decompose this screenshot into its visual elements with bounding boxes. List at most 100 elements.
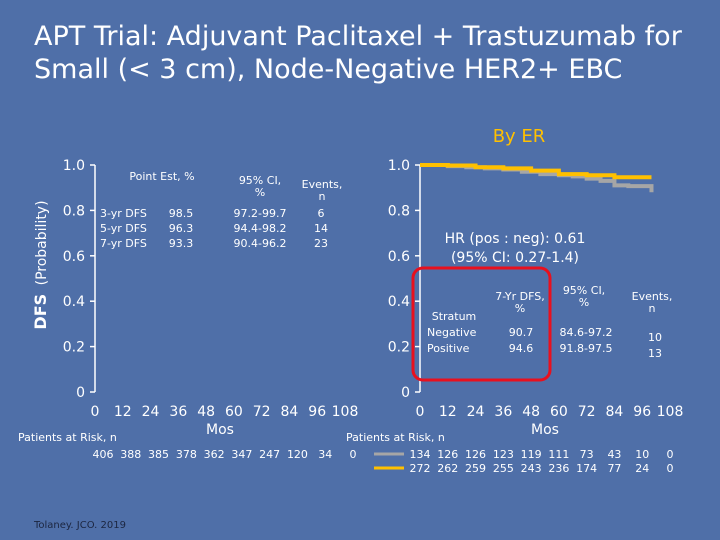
header-line: Events, [632,290,673,303]
right-table-header-stratum: Stratum [432,310,477,323]
right-x-axis-label: Mos [531,422,559,438]
right-at-risk-value: 24 [635,462,649,475]
right-at-risk-value: 43 [607,448,621,461]
header-line: % [515,302,525,315]
left-y-tick-label: 0.4 [63,294,85,310]
right-at-risk-value: 174 [576,462,597,475]
left-y-axis-label-rest: (Probability) [34,200,50,285]
hazard-ratio-line-2: (95% CI: 0.27-1.4) [451,250,579,266]
left-x-tick-label: 36 [169,404,187,420]
left-x-tick-label: 96 [308,404,326,420]
stratum-highlight-box [411,266,552,382]
left-x-axis-label: Mos [206,422,234,438]
left-y-tick-label: 0.2 [63,340,85,356]
left-table-row-est: 98.5 [169,207,194,220]
right-y-tick-label: 0 [401,385,410,401]
right-table-row-label: Positive [427,342,470,355]
right-at-risk-value: 0 [667,462,674,475]
left-at-risk-value: 120 [287,448,308,461]
header-line: n [319,190,326,203]
left-axes: 0 0.2 0.4 0.6 0.8 1.0 0 12 24 36 48 60 72 84 96 108 Mos [63,158,359,438]
header-line: 95% CI, [563,284,605,297]
left-table-row-est: 93.3 [169,237,194,250]
left-table-row-label: 7-yr DFS [100,237,147,250]
right-table-row-label: Negative [427,326,477,339]
right-at-risk-value: 123 [493,448,514,461]
right-summary-table: Stratum 7-Yr DFS,% 95% CI,% Events, n Neg… [427,284,672,360]
right-x-tick-label: 0 [416,404,425,420]
right-y-tick-label: 0.8 [388,203,410,219]
right-at-risk-values: 134 126 126 123 119 111 73 43 10 0 272 262 259 255 243… [374,448,674,475]
right-at-risk-value: 111 [548,448,569,461]
left-table-header-events: Events, n [302,178,343,203]
header-line: % [255,186,265,199]
right-at-risk-value: 259 [465,462,486,475]
right-y-tick-label: 0.6 [388,249,410,265]
left-y-tick-label: 0.6 [63,249,85,265]
left-table-row-ci: 94.4-98.2 [234,222,287,235]
left-y-tick-label: 1.0 [63,158,85,174]
right-x-tick-label: 108 [657,404,684,420]
left-x-tick-label: 12 [114,404,132,420]
right-table-header-ci: 95% CI,% [563,284,605,309]
right-at-risk-value: 134 [410,448,431,461]
right-x-tick-label: 72 [578,404,596,420]
right-x-tick-label: 60 [550,404,568,420]
left-x-tick-label: 24 [142,404,160,420]
left-at-risk-value: 385 [148,448,169,461]
left-at-risk-value: 378 [176,448,197,461]
header-line: Events, [302,178,343,191]
right-x-tick-label: 96 [633,404,651,420]
right-x-tick-label: 12 [439,404,457,420]
header-line: 95% CI, [239,174,281,187]
slide-title-line-1: APT Trial: Adjuvant Paclitaxel + Trastuz… [34,21,682,52]
header-line: n [649,302,656,315]
right-at-risk-value: 10 [635,448,649,461]
left-at-risk-label: Patients at Risk, n [18,431,117,444]
right-x-tick-label: 36 [494,404,512,420]
right-table-row-ci: 91.8-97.5 [560,342,613,355]
right-at-risk-value: 272 [410,462,431,475]
left-at-risk-value: 347 [231,448,252,461]
slide-title-line-2: Small (< 3 cm), Node-Negative HER2+ EBC [34,54,623,85]
left-summary-table: Point Est, % 95% CI,% Events, n 3-yr DFS … [100,170,342,250]
right-x-tick-label: 84 [606,404,624,420]
left-x-tick-label: 108 [332,404,359,420]
left-y-tick-label: 0 [76,385,85,401]
left-table-row-est: 96.3 [169,222,194,235]
right-at-risk-label: Patients at Risk, n [346,431,445,444]
left-table-row-ci: 90.4-96.2 [234,237,287,250]
right-at-risk-value: 119 [521,448,542,461]
left-table-row-label: 3-yr DFS [100,207,147,220]
right-survival-curves [420,163,654,193]
right-at-risk-value: 236 [548,462,569,475]
citation: Tolaney. JCO. 2019 [34,520,126,531]
header-line: 7-Yr DFS, [495,290,544,303]
left-km-panel: DFS (Probability) 0 0.2 0.4 0.6 0.8 1.0 0 12 24 3… [18,158,358,461]
right-table-row-events: 13 [648,347,662,360]
right-table-row-dfs: 90.7 [509,326,534,339]
left-x-tick-label: 48 [197,404,215,420]
left-y-axis-label-bold: DFS [31,294,50,330]
left-at-risk-value: 362 [204,448,225,461]
left-y-axis-label: DFS (Probability) [31,200,50,329]
right-at-risk-value: 77 [607,462,621,475]
header-line: % [579,296,589,309]
right-km-panel: 00.20.40.60.81.00 12 24 36 48 60 72 84 96 108Mos … [346,158,683,475]
right-table-row-ci: 84.6-97.2 [560,326,613,339]
survival-curve-positive [420,163,652,180]
slide-title: APT Trial: Adjuvant Paclitaxel + Trastuz… [34,20,714,86]
right-at-risk-value: 126 [437,448,458,461]
left-at-risk-value: 34 [318,448,332,461]
left-x-tick-label: 0 [91,404,100,420]
right-at-risk-value: 262 [437,462,458,475]
right-at-risk-value: 73 [580,448,594,461]
left-x-tick-label: 60 [225,404,243,420]
left-table-header-ci: 95% CI,% [239,174,281,199]
right-x-tick-label: 24 [467,404,485,420]
right-table-header-dfs: 7-Yr DFS,% [495,290,544,315]
right-table-header-events: Events, n [632,290,673,315]
left-table-row-events: 6 [318,207,325,220]
right-y-tick-label: 0.4 [388,294,410,310]
